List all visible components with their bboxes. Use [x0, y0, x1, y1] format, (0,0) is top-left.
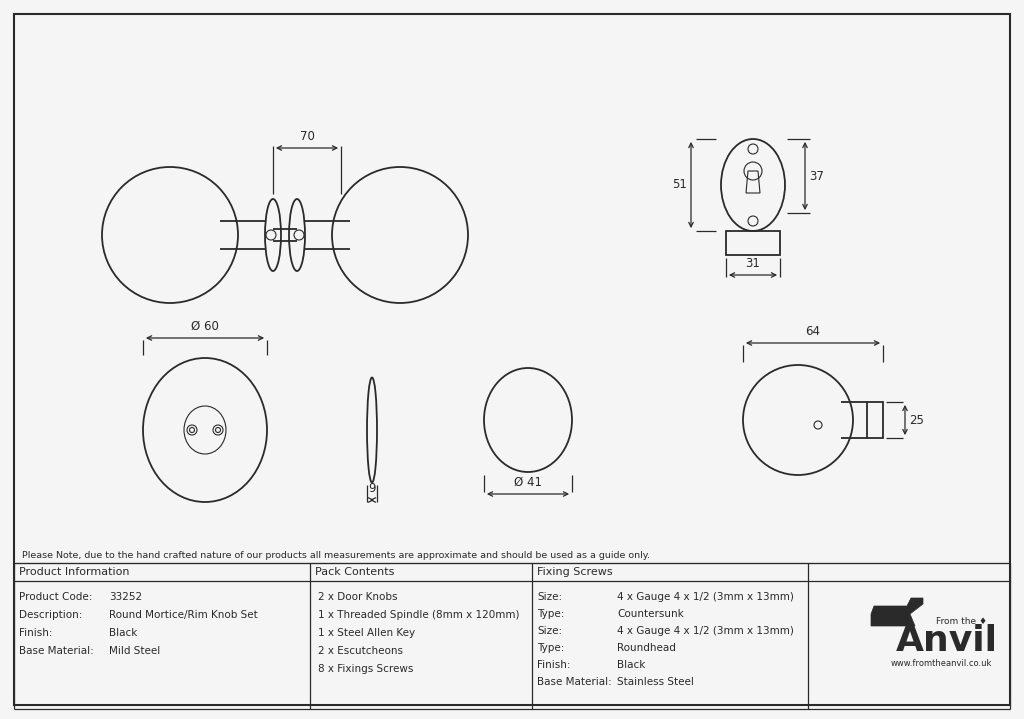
Text: Black: Black	[109, 628, 137, 638]
Text: Fixing Screws: Fixing Screws	[537, 567, 612, 577]
Text: Size:: Size:	[537, 592, 562, 602]
Text: Finish:: Finish:	[537, 660, 570, 670]
Bar	[726, 231, 780, 255]
Text: Base Material:: Base Material:	[19, 646, 94, 656]
Text: 4 x Gauge 4 x 1/2 (3mm x 13mm): 4 x Gauge 4 x 1/2 (3mm x 13mm)	[617, 626, 794, 636]
Text: Size:: Size:	[537, 626, 562, 636]
Text: Pack Contents: Pack Contents	[315, 567, 394, 577]
Text: From the ♦: From the ♦	[936, 616, 987, 626]
Text: 2 x Escutcheons: 2 x Escutcheons	[318, 646, 403, 656]
Text: 37: 37	[809, 170, 824, 183]
Text: Product Information: Product Information	[19, 567, 129, 577]
Text: 25: 25	[909, 413, 924, 426]
Text: 33252: 33252	[109, 592, 142, 602]
Text: Finish:: Finish:	[19, 628, 52, 638]
Text: 9: 9	[369, 482, 376, 495]
Text: www.fromtheanvil.co.uk: www.fromtheanvil.co.uk	[891, 659, 992, 669]
Text: Mild Steel: Mild Steel	[109, 646, 160, 656]
Text: 51: 51	[672, 178, 687, 191]
Text: 4 x Gauge 4 x 1/2 (3mm x 13mm): 4 x Gauge 4 x 1/2 (3mm x 13mm)	[617, 592, 794, 602]
Text: Please Note, due to the hand crafted nature of our products all measurements are: Please Note, due to the hand crafted nat…	[22, 551, 650, 559]
Text: Base Material:: Base Material:	[537, 677, 611, 687]
Text: Product Code:: Product Code:	[19, 592, 92, 602]
Bar	[867, 402, 883, 438]
Text: Black: Black	[617, 660, 645, 670]
Text: 2 x Door Knobs: 2 x Door Knobs	[318, 592, 397, 602]
Text: Countersunk: Countersunk	[617, 609, 684, 619]
Text: 70: 70	[300, 130, 314, 143]
Text: Anvil: Anvil	[896, 624, 998, 658]
Text: Description:: Description:	[19, 610, 82, 620]
Text: 1 x Threaded Spindle (8mm x 120mm): 1 x Threaded Spindle (8mm x 120mm)	[318, 610, 519, 620]
Text: 64: 64	[806, 325, 820, 338]
Text: Type:: Type:	[537, 643, 564, 653]
Text: Roundhead: Roundhead	[617, 643, 676, 653]
Text: 8 x Fixings Screws: 8 x Fixings Screws	[318, 664, 414, 674]
Text: Ø 60: Ø 60	[191, 320, 219, 333]
Text: Ø 41: Ø 41	[514, 476, 542, 489]
Polygon shape	[871, 598, 923, 626]
Text: Type:: Type:	[537, 609, 564, 619]
Text: 31: 31	[745, 257, 761, 270]
Text: Stainless Steel: Stainless Steel	[617, 677, 694, 687]
Text: 1 x Steel Allen Key: 1 x Steel Allen Key	[318, 628, 415, 638]
Text: Round Mortice/Rim Knob Set: Round Mortice/Rim Knob Set	[109, 610, 258, 620]
